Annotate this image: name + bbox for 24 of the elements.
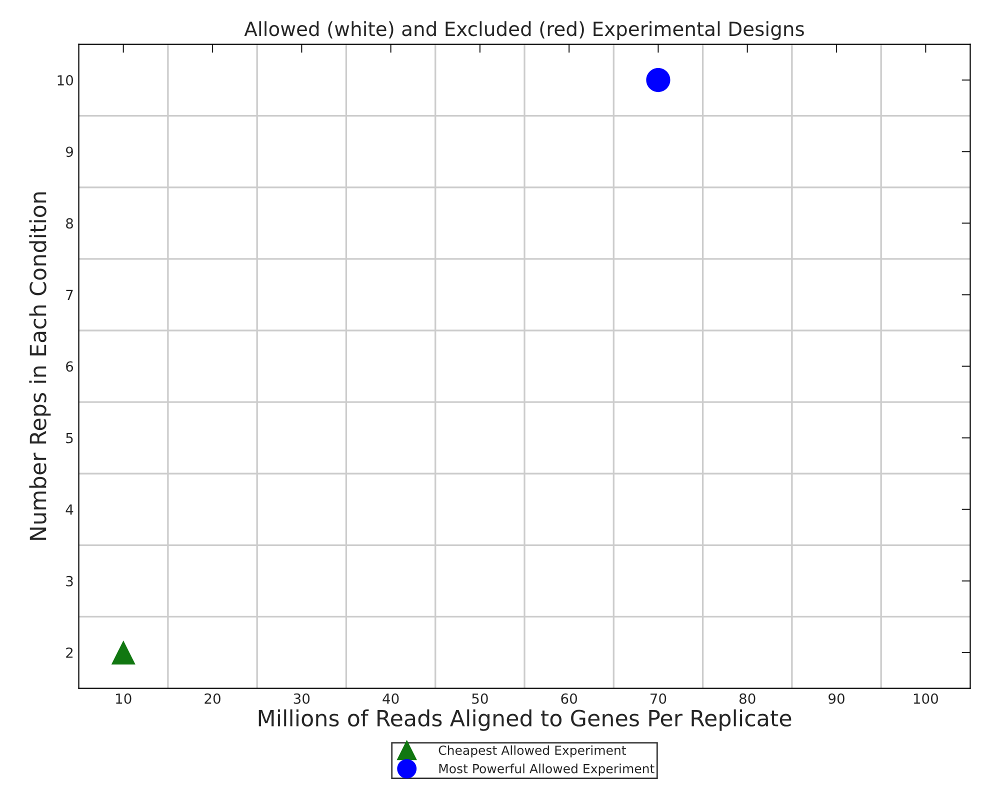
y-tick-label: 2 bbox=[66, 647, 73, 658]
x-tick-label: 60 bbox=[561, 693, 577, 704]
y-axis-title: Number Reps in Each Condition bbox=[29, 192, 51, 540]
x-tick-label: 100 bbox=[914, 693, 938, 704]
y-tick-label: 10 bbox=[58, 75, 74, 86]
y-tick-label: 3 bbox=[66, 576, 73, 586]
y-tick-label: 4 bbox=[66, 504, 74, 515]
x-axis-title: Millions of Reads Aligned to Genes Per Replicate bbox=[258, 709, 792, 731]
x-tick-label: 80 bbox=[739, 693, 756, 704]
x-tick-label: 50 bbox=[472, 693, 488, 704]
y-tick-label: 5 bbox=[66, 432, 73, 444]
x-tick-label: 40 bbox=[382, 693, 399, 704]
y-tick-label: 7 bbox=[66, 290, 73, 300]
legend-label: Cheapest Allowed Experiment bbox=[438, 745, 626, 758]
chart-title: Allowed (white) and Excluded (red) Experimental Designs bbox=[244, 21, 804, 40]
x-tick-label: 10 bbox=[116, 693, 132, 704]
y-tick-label: 8 bbox=[66, 218, 73, 229]
x-tick-label: 90 bbox=[828, 693, 844, 704]
y-tick-label: 6 bbox=[66, 361, 74, 372]
x-tick-label: 70 bbox=[650, 693, 666, 704]
legend-label: Most Powerful Allowed Experiment bbox=[439, 764, 654, 776]
x-tick-label: 30 bbox=[294, 693, 310, 704]
y-tick-label: 9 bbox=[66, 146, 73, 158]
x-tick-label: 20 bbox=[204, 693, 220, 704]
